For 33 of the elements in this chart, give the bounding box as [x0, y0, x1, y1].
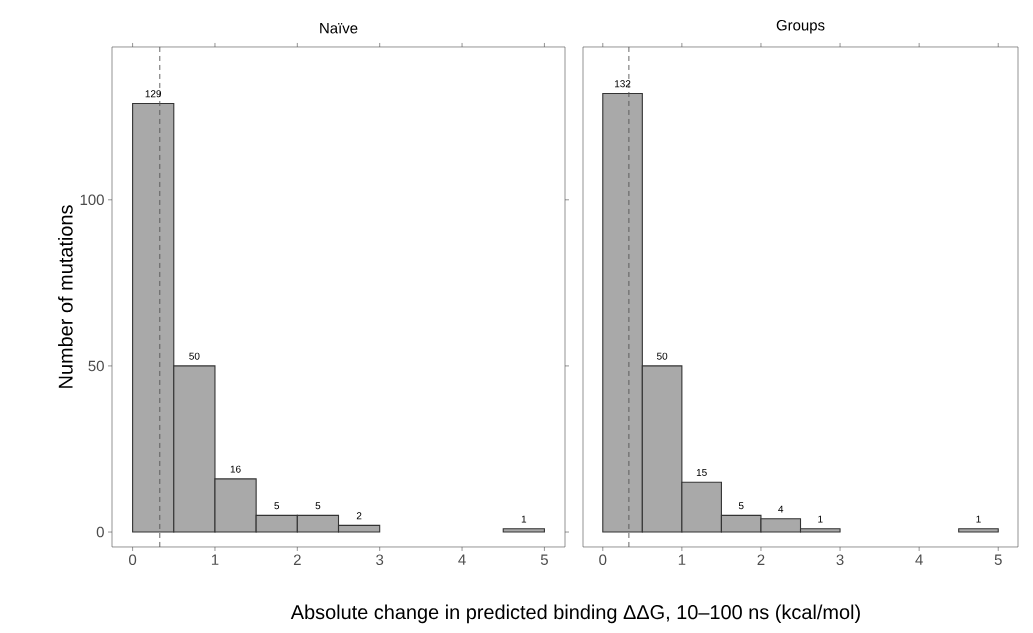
data-label: 1 — [818, 515, 823, 523]
data-label: 5 — [315, 502, 321, 510]
data-label: 5 — [738, 502, 744, 510]
x-tick-label: 2 — [293, 554, 301, 565]
x-axis-title: Absolute change in predicted binding ΔΔG, 10–100 ns (kcal/mol) — [290, 604, 860, 624]
x-tick-label: 3 — [376, 554, 384, 566]
data-label: 132 — [615, 80, 631, 88]
data-label: 5 — [274, 502, 280, 510]
chart-title: Groups — [776, 19, 825, 34]
x-tick-label: 4 — [915, 554, 923, 565]
data-label: 15 — [696, 469, 707, 476]
x-tick-label: 5 — [994, 554, 1002, 565]
x-tick-label: 2 — [757, 554, 765, 565]
y-tick-label: 100 — [80, 194, 104, 206]
data-label: 1 — [976, 515, 981, 523]
x-tick-label: 0 — [129, 554, 137, 566]
y-axis-title: Number of mutations — [58, 205, 73, 388]
x-tick-label: 0 — [599, 554, 607, 566]
x-tick-label: 1 — [678, 554, 686, 565]
data-label: 16 — [230, 465, 241, 473]
data-label: 50 — [656, 352, 668, 360]
y-tick-label: 50 — [88, 360, 104, 372]
data-label: 2 — [356, 512, 362, 520]
data-label: 4 — [778, 505, 784, 513]
x-tick-label: 3 — [836, 554, 844, 566]
y-tick-label: 0 — [96, 526, 104, 538]
chart-title: Naïve — [320, 23, 358, 34]
data-label: 1 — [521, 515, 527, 523]
x-tick-label: 5 — [540, 554, 548, 565]
x-tick-label: 4 — [458, 554, 466, 565]
x-tick-label: 1 — [211, 554, 219, 565]
data-label: 50 — [189, 352, 200, 360]
data-label: 129 — [145, 90, 162, 98]
